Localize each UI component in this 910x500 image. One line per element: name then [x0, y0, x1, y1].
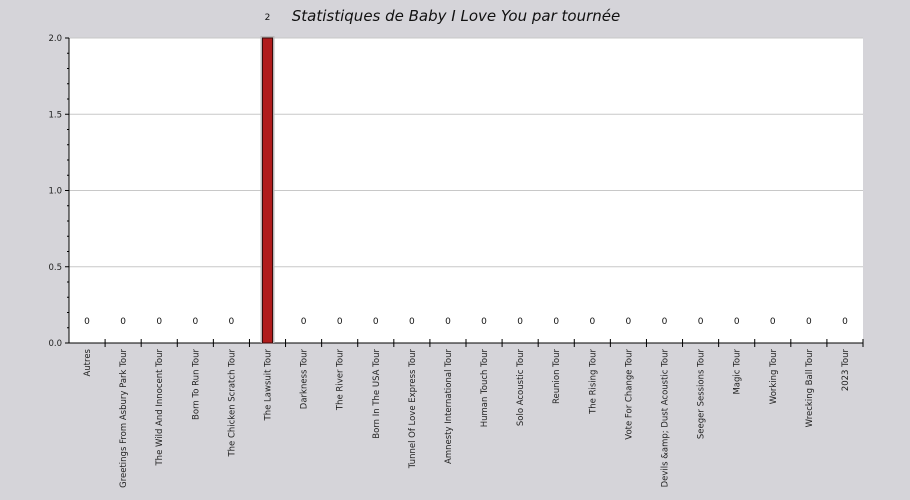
- x-axis-ticks: Autres Greetings From Asbury Park Tour The…: [83, 339, 864, 488]
- chart-title: Statistiques de Baby I Love You par tour…: [292, 7, 620, 25]
- value-label: 0: [770, 317, 776, 327]
- value-label: 0: [156, 317, 162, 327]
- x-tick-label: The River Tour: [336, 349, 346, 412]
- value-label: 0: [120, 317, 126, 327]
- x-tick-label: Wrecking Ball Tour: [805, 349, 815, 428]
- y-tick-label: 0.5: [48, 263, 62, 273]
- value-label: 0: [301, 317, 307, 327]
- x-tick-label: Born To Run Tour: [191, 349, 201, 420]
- y-tick-label: 1.5: [48, 110, 62, 120]
- value-label: 0: [842, 317, 848, 327]
- value-label: 0: [734, 317, 740, 327]
- value-label: 0: [337, 317, 343, 327]
- x-tick-label: Working Tour: [769, 348, 779, 404]
- value-label: 0: [517, 317, 523, 327]
- x-tick-label: Tunnel Of Love Express Tour: [408, 349, 418, 470]
- x-tick-label: Human Touch Tour: [480, 349, 490, 428]
- value-label: 0: [192, 317, 198, 327]
- x-tick-label: The Wild And Innocent Tour: [155, 349, 165, 467]
- value-label: 2: [265, 13, 271, 23]
- x-tick-label: Solo Acoustic Tour: [516, 349, 526, 427]
- value-label: 0: [626, 317, 632, 327]
- value-label: 0: [229, 317, 235, 327]
- x-tick-label: Amnesty International Tour: [444, 349, 454, 464]
- gridlines: [69, 37, 863, 268]
- x-tick-label: The Chicken Scratch Tour: [227, 349, 237, 458]
- value-label: 0: [445, 317, 451, 327]
- bar: [262, 37, 273, 344]
- value-label: 0: [84, 317, 90, 327]
- y-tick-label: 2.0: [48, 34, 62, 44]
- value-label: 0: [409, 317, 415, 327]
- bars: [260, 36, 275, 344]
- value-label: 0: [698, 317, 704, 327]
- x-tick-label: Devils &amp; Dust Acoustic Tour: [661, 348, 671, 487]
- x-tick-label: 2023 Tour: [841, 349, 851, 392]
- x-tick-label: Vote For Change Tour: [624, 349, 634, 440]
- x-tick-label: Darkness Tour: [300, 349, 310, 410]
- value-label: 0: [589, 317, 595, 327]
- value-label: 0: [662, 317, 668, 327]
- x-tick-label: Autres: [83, 348, 93, 376]
- x-tick-label: The Rising Tour: [588, 349, 598, 415]
- x-tick-label: The Lawsuit Tour: [264, 348, 274, 421]
- value-label: 0: [373, 317, 379, 327]
- x-tick-label: Greetings From Asbury Park Tour: [119, 349, 129, 488]
- value-label: 0: [806, 317, 812, 327]
- y-tick-label: 1.0: [48, 187, 62, 197]
- value-labels: 0 0 0 0 0 2 0 0 0 0 0 0 0 0 0 0 0 0 0 0 0 0: [84, 13, 848, 327]
- x-tick-label: Seeger Sessions Tour: [697, 349, 707, 440]
- value-label: 0: [481, 317, 487, 327]
- y-tick-label: 0.0: [48, 339, 62, 349]
- y-axis-ticks: 0.0 0.5 1.0 1.5 2.0: [48, 34, 69, 349]
- x-tick-label: Born In The USA Tour: [372, 349, 382, 439]
- x-tick-label: Magic Tour: [733, 349, 743, 395]
- x-tick-label: Reunion Tour: [552, 349, 562, 405]
- value-label: 0: [553, 317, 559, 327]
